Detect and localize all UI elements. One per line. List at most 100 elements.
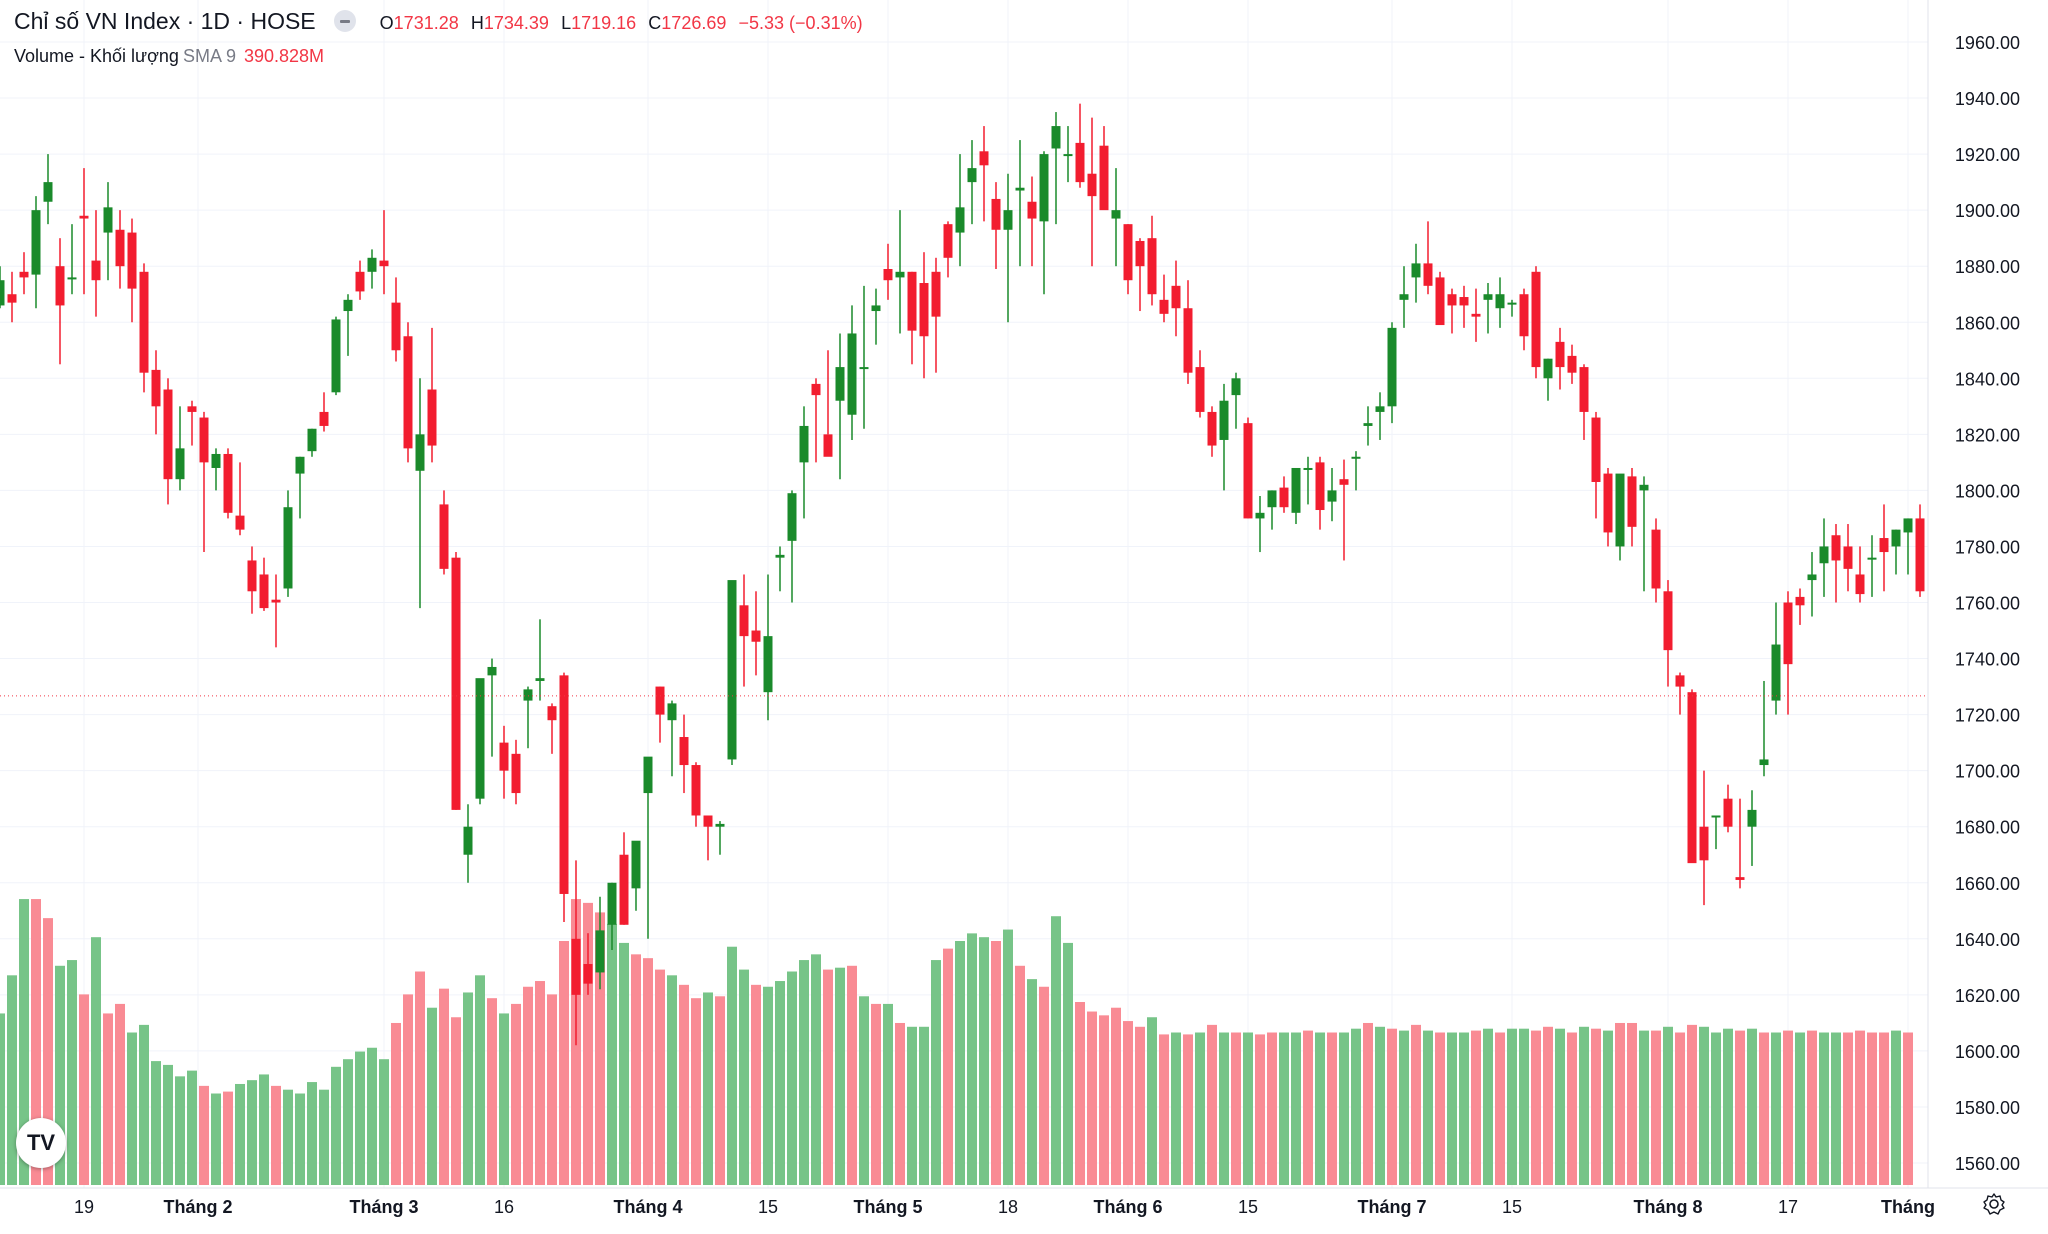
candle bbox=[1243, 417, 1253, 519]
volume-bar bbox=[1327, 1032, 1337, 1185]
candle bbox=[1447, 288, 1457, 334]
candle-body bbox=[787, 493, 797, 541]
candle bbox=[595, 896, 605, 990]
volume-bar bbox=[1099, 1015, 1109, 1185]
candle bbox=[1759, 680, 1769, 777]
volume-bar bbox=[103, 1013, 113, 1185]
tradingview-logo-icon[interactable]: TV bbox=[16, 1118, 66, 1168]
candle-body bbox=[1519, 294, 1529, 337]
collapse-legend-icon[interactable] bbox=[333, 10, 356, 33]
volume-bar bbox=[943, 948, 953, 1185]
candle-body bbox=[247, 560, 257, 592]
volume-bar bbox=[463, 992, 473, 1185]
candle bbox=[1363, 406, 1373, 446]
candle bbox=[1207, 406, 1217, 457]
volume-bar bbox=[1759, 1032, 1769, 1185]
volume-bar bbox=[691, 998, 701, 1185]
candle bbox=[0, 266, 5, 309]
volume-bar bbox=[1747, 1028, 1757, 1185]
candle-body bbox=[1363, 423, 1373, 426]
volume-bar bbox=[79, 994, 89, 1185]
candle-body bbox=[1711, 815, 1721, 818]
candle-body bbox=[991, 198, 1001, 230]
candle bbox=[1027, 176, 1037, 267]
candle bbox=[691, 762, 701, 827]
candle-body bbox=[643, 756, 653, 794]
time-tick-label: 17 bbox=[1778, 1197, 1798, 1217]
candle bbox=[43, 154, 53, 225]
volume-bar bbox=[895, 1022, 905, 1185]
candle bbox=[1303, 456, 1313, 505]
volume-bar bbox=[1255, 1034, 1265, 1185]
candle-body bbox=[223, 453, 233, 513]
candle-body bbox=[283, 507, 293, 589]
candle bbox=[619, 832, 629, 925]
candle-body bbox=[919, 283, 929, 337]
settings-gear-icon[interactable] bbox=[1982, 1192, 2006, 1216]
volume-bar bbox=[1783, 1030, 1793, 1185]
candle bbox=[523, 686, 533, 749]
price-tick-label: 1600.00 bbox=[1955, 1042, 2020, 1062]
candle bbox=[1843, 524, 1853, 592]
volume-bar bbox=[1807, 1030, 1817, 1185]
candle-body bbox=[1855, 574, 1865, 595]
candle bbox=[979, 126, 989, 222]
candle bbox=[967, 140, 977, 225]
candle bbox=[1891, 529, 1901, 575]
volume-bar bbox=[1555, 1028, 1565, 1185]
open-value: 1731.28 bbox=[393, 13, 459, 33]
candle-body bbox=[1267, 490, 1277, 508]
candle-body bbox=[427, 389, 437, 446]
candle-body bbox=[607, 882, 617, 925]
volume-bar bbox=[643, 958, 653, 1185]
candle-body bbox=[403, 336, 413, 449]
candle bbox=[991, 182, 1001, 270]
candle-body bbox=[583, 964, 593, 984]
candle bbox=[1627, 467, 1637, 547]
time-tick-label: Tháng 2 bbox=[163, 1197, 232, 1217]
candle bbox=[1315, 456, 1325, 530]
candle bbox=[1519, 288, 1529, 351]
candle-body bbox=[1051, 126, 1061, 149]
close-label: C bbox=[648, 13, 662, 33]
symbol-title[interactable]: Chỉ số VN Index · 1D · HOSE bbox=[14, 8, 316, 34]
candle-body bbox=[1627, 476, 1637, 527]
candle bbox=[1615, 473, 1625, 561]
volume-bar bbox=[715, 996, 725, 1185]
candle-body bbox=[1351, 456, 1361, 459]
candle bbox=[139, 263, 149, 393]
candle-body bbox=[163, 389, 173, 480]
candle-body bbox=[1531, 271, 1541, 368]
volume-bars bbox=[0, 899, 1913, 1185]
candle-body bbox=[1015, 187, 1025, 191]
candle bbox=[559, 672, 569, 922]
price-tick-label: 1960.00 bbox=[1955, 33, 2020, 53]
volume-name[interactable]: Volume - Khối lượng bbox=[14, 46, 179, 66]
candle bbox=[1735, 798, 1745, 889]
candle-body bbox=[1375, 406, 1385, 412]
candle bbox=[511, 739, 521, 805]
candle-body bbox=[1771, 644, 1781, 701]
candle-body bbox=[1183, 308, 1193, 373]
volume-bar bbox=[487, 998, 497, 1185]
candle-body bbox=[703, 815, 713, 827]
candle-body bbox=[1171, 285, 1181, 309]
candle-body bbox=[487, 666, 497, 676]
price-axis: 1560.00 1580.00 1600.00 1620.00 1640.00 1660.… bbox=[1928, 0, 2048, 1188]
candle bbox=[1351, 451, 1361, 491]
candle-body bbox=[1315, 462, 1325, 511]
volume-bar bbox=[1771, 1032, 1781, 1185]
candle bbox=[307, 428, 317, 457]
candle bbox=[1711, 815, 1721, 850]
candle-body bbox=[979, 151, 989, 166]
volume-bar bbox=[583, 902, 593, 1185]
volume-bar bbox=[1843, 1032, 1853, 1185]
price-tick-label: 1800.00 bbox=[1955, 481, 2020, 501]
candle-body bbox=[1591, 417, 1601, 482]
open-label: O bbox=[379, 13, 394, 33]
time-tick-label: 15 bbox=[758, 1197, 778, 1217]
volume-bar bbox=[1267, 1032, 1277, 1185]
candle-body bbox=[1447, 294, 1457, 306]
